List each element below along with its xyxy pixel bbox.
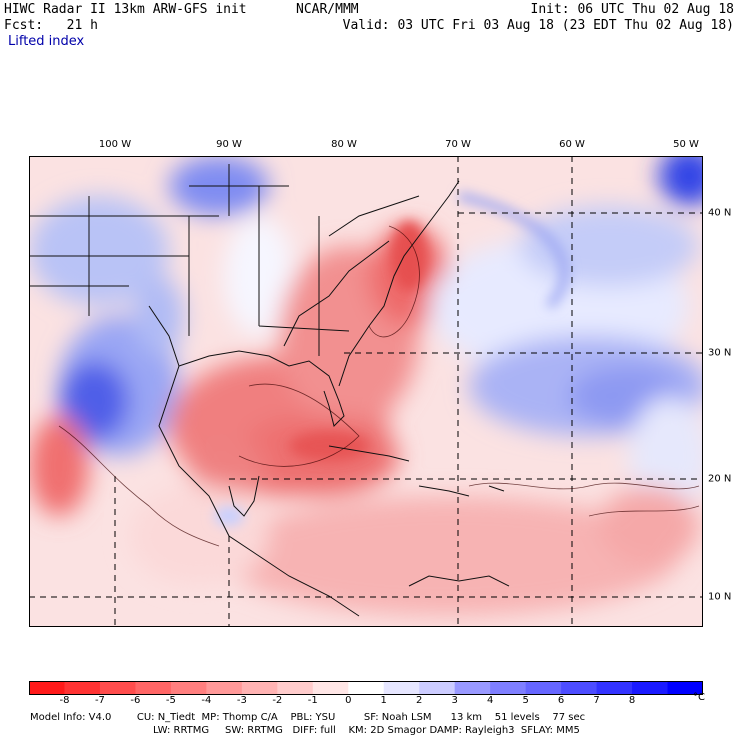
colorbar-swatch — [241, 681, 278, 695]
lat-label-20n: 20 N — [708, 473, 732, 485]
model-title: HIWC Radar II 13km ARW-GFS init — [4, 2, 247, 17]
colorbar-swatch — [64, 681, 101, 695]
valid-time: Valid: 03 UTC Fri 03 Aug 18 (23 EDT Thu … — [342, 18, 734, 33]
colorbar-swatch — [29, 681, 65, 695]
colorbar-swatch — [490, 681, 527, 695]
colorbar-tick-label: 5 — [522, 695, 529, 706]
colorbar-tick-label: 3 — [451, 695, 458, 706]
colorbar-tick-label: -8 — [59, 695, 70, 706]
footer-physics-info: LW: RRTMG SW: RRTMG DIFF: full KM: 2D Sm… — [153, 725, 580, 736]
colorbar-tick-label: -6 — [130, 695, 141, 706]
map-frame — [29, 156, 703, 627]
contour-lines — [58, 225, 700, 547]
lon-label-80w: 80 W — [331, 139, 357, 150]
colorbar-tick-label: -1 — [307, 695, 318, 706]
colorbar-tick-label: 0 — [345, 695, 352, 706]
lon-label-100w: 100 W — [98, 139, 132, 150]
colorbar-tick-label: 1 — [380, 695, 387, 706]
center-label: NCAR/MMM — [296, 2, 359, 17]
grid-lines — [29, 156, 703, 627]
lat-label-10n: 10 N — [708, 591, 732, 603]
colorbar-swatch — [312, 681, 349, 695]
init-time: Init: 06 UTC Thu 02 Aug 18 — [530, 2, 735, 17]
colorbar-swatch — [277, 681, 314, 695]
colorbar-tick-label: 7 — [593, 695, 600, 706]
colorbar-swatch — [206, 681, 243, 695]
footer-model-info: Model Info: V4.0 CU: N_Tiedt MP: Thomp C… — [30, 712, 586, 723]
colorbar-swatch — [99, 681, 136, 695]
colorbar-tick-label: -7 — [94, 695, 105, 706]
colorbar-swatch — [561, 681, 598, 695]
lat-label-30n: 30 N — [708, 347, 732, 359]
lon-label-50w: 50 W — [673, 139, 699, 150]
colorbar-tick-label: 8 — [628, 695, 636, 706]
lat-label-40n: 40 N — [708, 207, 732, 219]
colorbar-tick-label: -4 — [201, 695, 212, 706]
colorbar-unit: °C — [693, 692, 705, 703]
colorbar-swatch — [454, 681, 491, 695]
colorbar-swatch — [348, 681, 385, 695]
lon-label-90w: 90 W — [216, 139, 242, 150]
colorbar-tick-label: 2 — [416, 695, 423, 706]
colorbar-swatch — [596, 681, 633, 695]
colorbar-tick-label: -2 — [272, 695, 283, 706]
colorbar-swatch — [632, 681, 669, 695]
field-shading — [29, 156, 703, 616]
coastlines-and-borders — [29, 164, 510, 617]
colorbar — [29, 681, 703, 695]
colorbar-tick-label: -3 — [236, 695, 247, 706]
colorbar-swatch — [135, 681, 172, 695]
colorbar-swatch — [170, 681, 207, 695]
colorbar-tick-label: 6 — [557, 695, 565, 706]
field-name: Lifted index — [8, 34, 85, 49]
colorbar-swatch — [383, 681, 420, 695]
lon-label-70w: 70 W — [445, 139, 471, 150]
colorbar-tick-label: 4 — [486, 695, 494, 706]
colorbar-swatch — [525, 681, 562, 695]
colorbar-swatch — [667, 681, 703, 695]
lifted-index-map — [29, 156, 703, 627]
colorbar-swatch — [419, 681, 456, 695]
forecast-hour: Fcst: 21 h — [4, 18, 98, 33]
colorbar-tick-label: -5 — [165, 695, 176, 706]
lon-label-60w: 60 W — [559, 139, 585, 150]
